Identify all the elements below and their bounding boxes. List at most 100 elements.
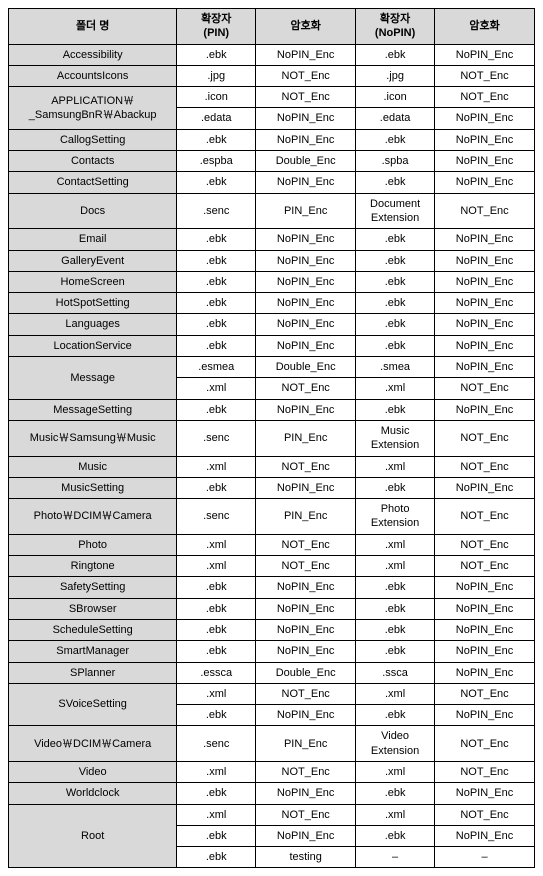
table-row: Photo￦DCIM￦Camera.sencPIN_EncPhotoExtens… — [9, 499, 535, 535]
data-cell: .senc — [177, 499, 256, 535]
folder-cell: Music — [9, 456, 177, 477]
data-cell: .esmea — [177, 357, 256, 378]
data-cell: .ebk — [356, 250, 435, 271]
data-cell: NoPIN_Enc — [256, 314, 356, 335]
data-cell: .ebk — [177, 250, 256, 271]
data-cell: NoPIN_Enc — [435, 705, 535, 726]
data-cell: VideoExtension — [356, 726, 435, 762]
data-cell: .ebk — [177, 271, 256, 292]
data-cell: .smea — [356, 357, 435, 378]
folder-cell: Message — [9, 357, 177, 400]
data-cell: NOT_Enc — [435, 534, 535, 555]
table-row: GalleryEvent.ebkNoPIN_Enc.ebkNoPIN_Enc — [9, 250, 535, 271]
data-cell: .ebk — [356, 705, 435, 726]
table-row: CallogSetting.ebkNoPIN_Enc.ebkNoPIN_Enc — [9, 129, 535, 150]
data-cell: .xml — [356, 534, 435, 555]
data-cell: NoPIN_Enc — [256, 335, 356, 356]
data-cell: NoPIN_Enc — [435, 151, 535, 172]
table-row: Music.xmlNOT_Enc.xmlNOT_Enc — [9, 456, 535, 477]
data-cell: NoPIN_Enc — [256, 619, 356, 640]
table-row: ScheduleSetting.ebkNoPIN_Enc.ebkNoPIN_En… — [9, 619, 535, 640]
data-cell: NoPIN_Enc — [256, 641, 356, 662]
folder-cell: SBrowser — [9, 598, 177, 619]
folder-cell: MessageSetting — [9, 399, 177, 420]
data-cell: .xml — [356, 456, 435, 477]
data-cell: – — [356, 847, 435, 868]
data-cell: .xml — [177, 761, 256, 782]
folder-cell: Photo￦DCIM￦Camera — [9, 499, 177, 535]
header-cell: 확장자(NoPIN) — [356, 9, 435, 45]
data-cell: .xml — [356, 683, 435, 704]
data-cell: .ebk — [177, 477, 256, 498]
data-cell: PhotoExtension — [356, 499, 435, 535]
data-cell: .jpg — [356, 65, 435, 86]
data-cell: NOT_Enc — [435, 499, 535, 535]
data-cell: .ebk — [356, 598, 435, 619]
folder-cell: SPlanner — [9, 662, 177, 683]
data-cell: .ebk — [177, 335, 256, 356]
table-row: SPlanner.esscaDouble_Enc.sscaNoPIN_Enc — [9, 662, 535, 683]
data-table: 폴더 명확장자(PIN)암호화확장자(NoPIN)암호화 Accessibili… — [8, 8, 535, 868]
data-cell: NoPIN_Enc — [256, 825, 356, 846]
folder-cell: SVoiceSetting — [9, 683, 177, 726]
data-cell: .spba — [356, 151, 435, 172]
data-cell: NOT_Enc — [435, 87, 535, 108]
data-cell: NOT_Enc — [435, 456, 535, 477]
data-cell: NOT_Enc — [435, 804, 535, 825]
data-cell: .ebk — [177, 172, 256, 193]
folder-cell: SmartManager — [9, 641, 177, 662]
data-cell: .ebk — [177, 619, 256, 640]
data-cell: .ebk — [356, 172, 435, 193]
folder-cell: LocationService — [9, 335, 177, 356]
table-row: Accessibility.ebkNoPIN_Enc.ebkNoPIN_Enc — [9, 44, 535, 65]
data-cell: .ebk — [356, 293, 435, 314]
data-cell: .xml — [356, 804, 435, 825]
data-cell: NoPIN_Enc — [435, 357, 535, 378]
data-cell: .ssca — [356, 662, 435, 683]
data-cell: NOT_Enc — [435, 378, 535, 399]
data-cell: .ebk — [356, 641, 435, 662]
data-cell: NoPIN_Enc — [256, 598, 356, 619]
data-cell: .xml — [177, 534, 256, 555]
folder-cell: APPLICATION￦_SamsungBnR￦Abackup — [9, 87, 177, 130]
data-cell: NoPIN_Enc — [435, 172, 535, 193]
table-row: Root.xmlNOT_Enc.xmlNOT_Enc — [9, 804, 535, 825]
data-cell: NOT_Enc — [435, 683, 535, 704]
data-cell: NOT_Enc — [256, 556, 356, 577]
data-cell: PIN_Enc — [256, 499, 356, 535]
data-cell: NoPIN_Enc — [256, 577, 356, 598]
data-cell: .senc — [177, 193, 256, 229]
table-row: Worldclock.ebkNoPIN_Enc.ebkNoPIN_Enc — [9, 783, 535, 804]
data-cell: NOT_Enc — [256, 761, 356, 782]
data-cell: NoPIN_Enc — [435, 250, 535, 271]
data-cell: NoPIN_Enc — [256, 399, 356, 420]
data-cell: NOT_Enc — [256, 456, 356, 477]
table-row: Ringtone.xmlNOT_Enc.xmlNOT_Enc — [9, 556, 535, 577]
table-row: Video￦DCIM￦Camera.sencPIN_EncVideoExtens… — [9, 726, 535, 762]
table-row: APPLICATION￦_SamsungBnR￦Abackup.iconNOT_… — [9, 87, 535, 108]
data-cell: PIN_Enc — [256, 193, 356, 229]
data-cell: NoPIN_Enc — [256, 250, 356, 271]
data-cell: Double_Enc — [256, 151, 356, 172]
data-cell: NoPIN_Enc — [256, 129, 356, 150]
data-cell: .xml — [356, 378, 435, 399]
folder-cell: Ringtone — [9, 556, 177, 577]
data-cell: .ebk — [177, 314, 256, 335]
folder-cell: MusicSetting — [9, 477, 177, 498]
data-cell: .ebk — [177, 641, 256, 662]
data-cell: NOT_Enc — [435, 761, 535, 782]
data-cell: .ebk — [356, 477, 435, 498]
folder-cell: HomeScreen — [9, 271, 177, 292]
folder-cell: SafetySetting — [9, 577, 177, 598]
data-cell: .senc — [177, 420, 256, 456]
data-cell: .espba — [177, 151, 256, 172]
data-cell: NoPIN_Enc — [435, 598, 535, 619]
data-cell: .ebk — [177, 577, 256, 598]
table-row: HomeScreen.ebkNoPIN_Enc.ebkNoPIN_Enc — [9, 271, 535, 292]
folder-cell: Languages — [9, 314, 177, 335]
table-row: AccountsIcons.jpgNOT_Enc.jpgNOT_Enc — [9, 65, 535, 86]
table-row: SmartManager.ebkNoPIN_Enc.ebkNoPIN_Enc — [9, 641, 535, 662]
table-row: Docs.sencPIN_EncDocumentExtensionNOT_Enc — [9, 193, 535, 229]
data-cell: NoPIN_Enc — [435, 477, 535, 498]
data-cell: NOT_Enc — [256, 534, 356, 555]
